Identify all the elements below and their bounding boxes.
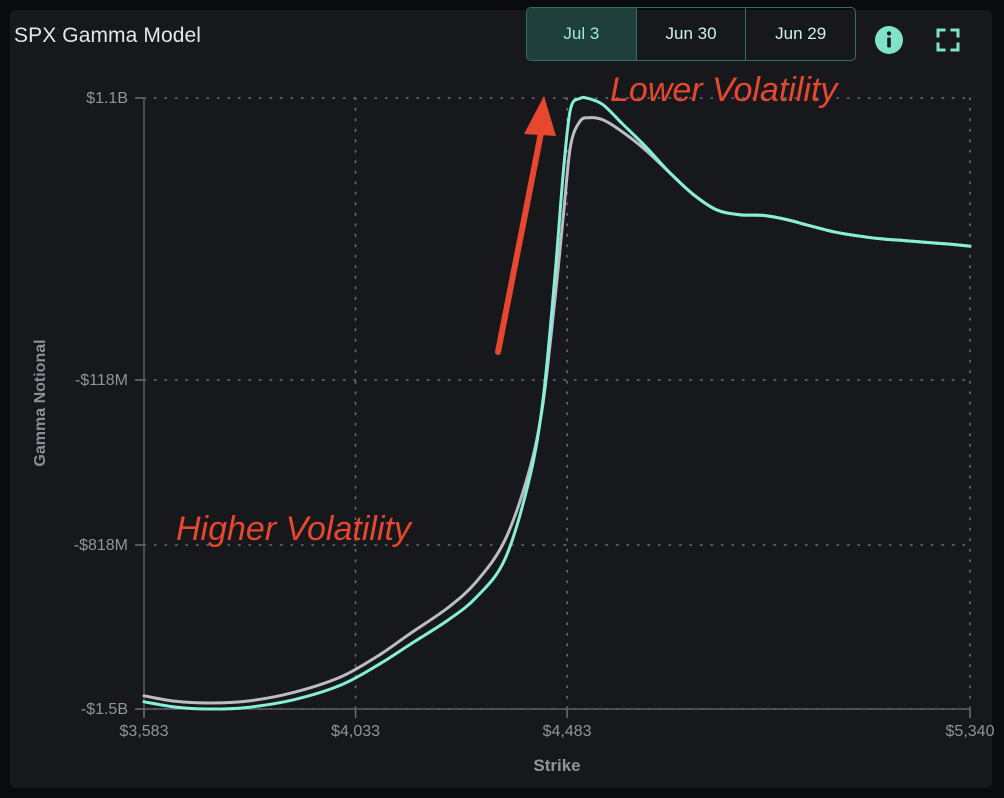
x-tick-label: $5,340 [946, 723, 995, 740]
x-tick-label: $3,583 [120, 723, 169, 740]
info-icon[interactable] [874, 25, 904, 55]
tick-labels: $1.1B -$118M -$818M -$1.5B $3,583 $4,033 $4,48… [74, 90, 995, 740]
y-tick-label: -$818M [74, 537, 128, 554]
series-lines [142, 95, 972, 711]
date-tab-group: Jul 3 Jun 30 Jun 29 [526, 7, 856, 61]
tab-jun-29[interactable]: Jun 29 [745, 8, 855, 60]
tab-jul-3[interactable]: Jul 3 [527, 8, 636, 60]
arrow-annotation [495, 96, 556, 355]
annotation-higher-volatility: Higher Volatility [176, 510, 413, 548]
x-tick-label: $4,483 [543, 723, 592, 740]
x-axis-label: Strike [533, 756, 580, 775]
annotation-lower-volatility: Lower Volatility [610, 71, 839, 109]
series-line-prior [142, 116, 972, 705]
y-tick-label: $1.1B [86, 90, 128, 107]
chart-title: SPX Gamma Model [14, 24, 202, 47]
fullscreen-icon[interactable] [936, 28, 960, 52]
x-tick-label: $4,033 [331, 723, 380, 740]
axes [135, 97, 971, 718]
tab-jun-30[interactable]: Jun 30 [635, 8, 746, 60]
grid-lines [143, 97, 971, 710]
y-tick-label: -$1.5B [81, 701, 128, 718]
chart-panel [10, 10, 992, 788]
y-axis-label: Gamma Notional [32, 339, 49, 466]
y-tick-label: -$118M [75, 372, 128, 389]
series-line-current [142, 95, 972, 711]
